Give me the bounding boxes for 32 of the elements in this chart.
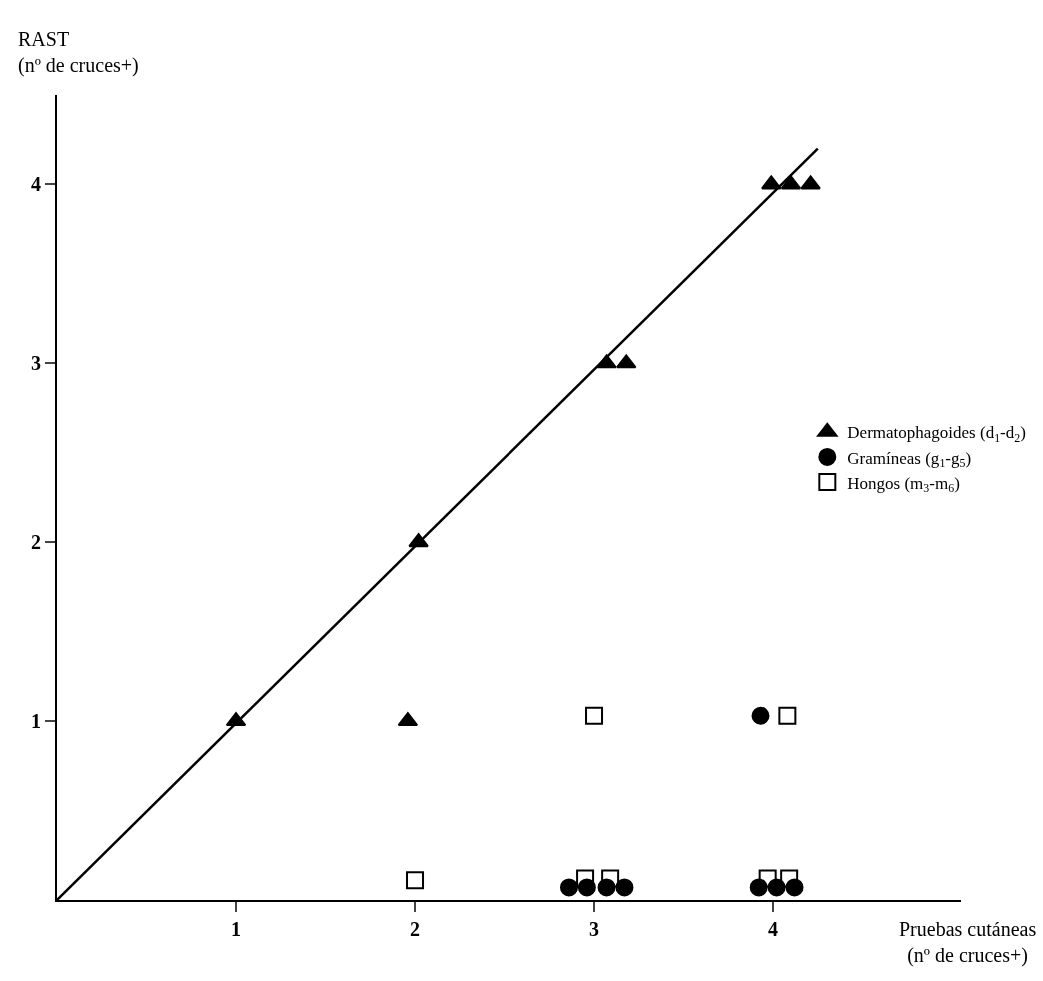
point (559, 878, 578, 897)
x-tick-label: 1 (231, 918, 242, 940)
legend-label: Dermatophagoides (d$_{1}$-d$_{2}$) (847, 423, 1026, 445)
point (577, 878, 596, 897)
point (785, 878, 804, 897)
x-tick-label: 4 (768, 918, 779, 940)
point (406, 871, 425, 890)
y-axis-title: RAST (nº de cruces+) (18, 28, 139, 77)
x-tick-label: 3 (589, 918, 600, 940)
point (576, 869, 595, 888)
point (780, 869, 799, 888)
point (778, 706, 797, 725)
x-tick-label: 2 (410, 918, 421, 940)
point (616, 354, 637, 369)
legend-label: Gramíneas (g$_{1}$-g$_{5}$) (847, 448, 972, 471)
y-tick-label: 3 (31, 352, 41, 375)
x-axis-title: Pruebas cutáneas (nº de cruces+) (899, 918, 1037, 967)
point (408, 533, 429, 548)
point (615, 878, 634, 897)
y-tick-label: 1 (31, 710, 41, 733)
point (585, 706, 604, 725)
point (751, 706, 770, 725)
legend-label: Hongos (m$_{3}$-m$_{6}$) (847, 473, 960, 496)
point (597, 878, 616, 897)
point (601, 869, 620, 888)
point (596, 354, 617, 369)
y-tick-label: 2 (31, 531, 41, 554)
point (767, 878, 786, 897)
point (800, 175, 821, 190)
point (749, 878, 768, 897)
y-tick-label: 4 (31, 173, 41, 196)
point (761, 175, 782, 190)
